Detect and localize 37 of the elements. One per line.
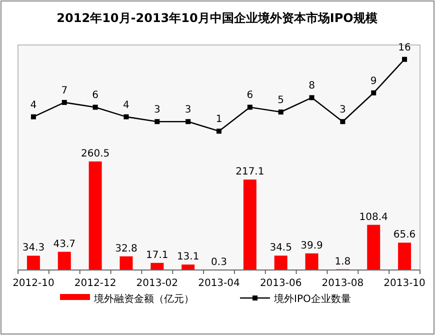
x-tick-label: 2012-12 bbox=[74, 278, 116, 289]
data-label: 217.1 bbox=[236, 166, 264, 178]
x-tick-label: 2013-04 bbox=[198, 278, 240, 289]
境外融资金额（亿元）: 34.3 43.7 260.5 32.8 17.1 13.1 0.3 217.1 34.5 39.9 1.8 108.4 65.6 bbox=[22, 148, 416, 270]
data-label: 4 bbox=[30, 100, 37, 111]
legend-label: 境外融资金额（亿元） bbox=[93, 293, 194, 305]
data-label: 3 bbox=[340, 104, 346, 116]
data-label: 3 bbox=[154, 104, 160, 116]
data-label: 8 bbox=[308, 80, 315, 92]
data-label: 260.5 bbox=[80, 148, 110, 160]
data-label: 34.3 bbox=[22, 242, 45, 254]
x-tick-label: 2013-06 bbox=[260, 278, 302, 289]
x-tick-label: 2012-10 bbox=[12, 278, 54, 289]
data-label: 13.1 bbox=[176, 252, 200, 263]
data-label: 3 bbox=[184, 104, 192, 116]
data-label: 34.5 bbox=[270, 242, 292, 254]
data-label: 7 bbox=[61, 85, 68, 96]
data-label: 5 bbox=[278, 95, 284, 106]
data-label: 6 bbox=[92, 90, 98, 102]
x-tick-label: 2013-02 bbox=[136, 278, 178, 289]
data-label: 9 bbox=[370, 76, 377, 87]
data-label: 1 bbox=[216, 114, 222, 126]
x-tick-label: 2013-08 bbox=[322, 278, 364, 289]
legend-label: 境外IPO企业数量 bbox=[273, 293, 351, 305]
data-label: 108.4 bbox=[359, 212, 388, 223]
data-label: 16 bbox=[398, 42, 411, 54]
data-label: 65.6 bbox=[393, 230, 416, 241]
data-label: 43.7 bbox=[53, 238, 76, 250]
data-label: 17.1 bbox=[146, 250, 168, 261]
data-label: 32.8 bbox=[115, 243, 138, 254]
data-label: 0.3 bbox=[211, 256, 227, 268]
x-tick-label: 2013-10 bbox=[384, 278, 426, 289]
data-label: 4 bbox=[123, 100, 130, 111]
data-label: 39.9 bbox=[300, 240, 323, 252]
data-label: 1.8 bbox=[334, 256, 351, 268]
title: 2012年10月-2013年10月中国企业境外资本市场IPO规模 bbox=[56, 11, 378, 25]
data-label: 6 bbox=[246, 90, 254, 102]
